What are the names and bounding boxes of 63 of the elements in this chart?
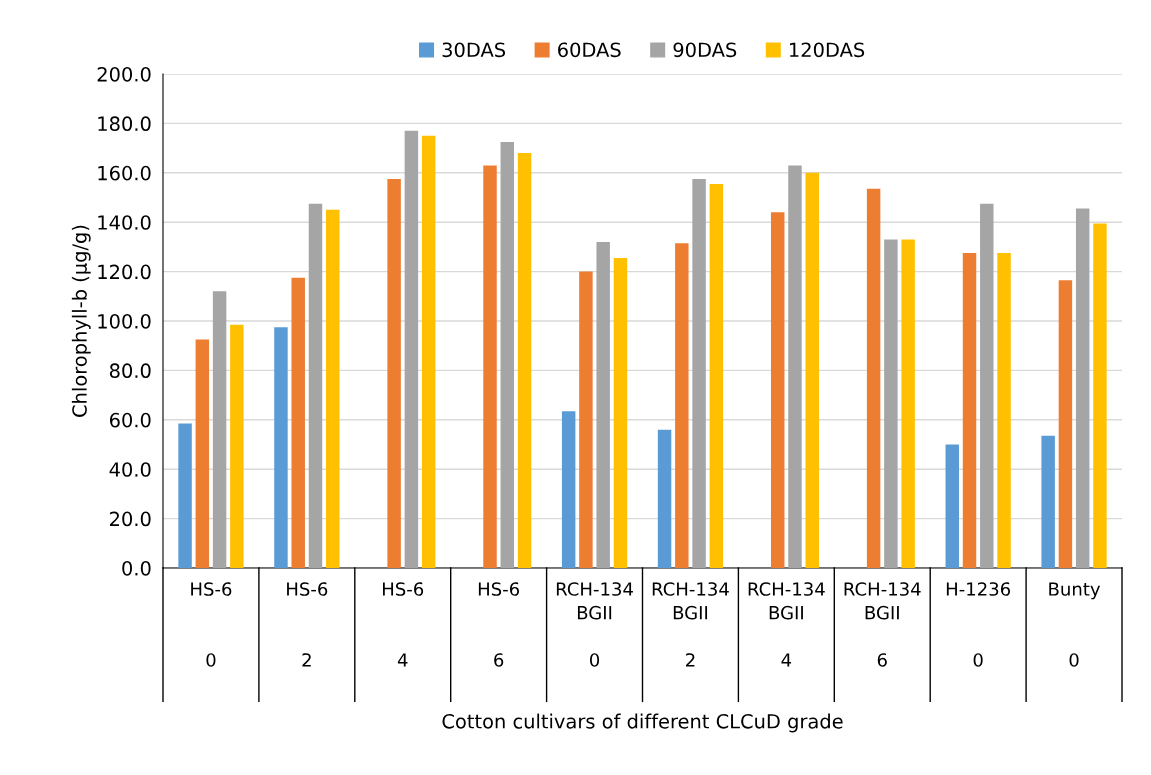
legend-label: 60DAS (558, 42, 621, 58)
bar (561, 411, 576, 568)
text: Cotton cultivars of different CLCuD grade (442, 713, 843, 733)
bar (866, 188, 881, 568)
bar (500, 141, 515, 568)
bar (230, 324, 244, 568)
y-tick-label: 60.0 (109, 412, 151, 428)
bar (805, 172, 819, 568)
y-tick-label: 0.0 (122, 560, 151, 576)
bar (884, 239, 898, 568)
y-tick-label: 180.0 (98, 116, 151, 132)
bar (692, 178, 706, 568)
legend-label: 30DAS (442, 42, 506, 58)
bar (326, 209, 340, 568)
y-axis-title: Chlorophyll-b (µg/g) (71, 225, 91, 417)
bar (1058, 280, 1073, 568)
bar (212, 291, 227, 568)
bar (1093, 223, 1107, 568)
bar (1075, 208, 1090, 568)
y-tick-label: 40.0 (109, 462, 151, 477)
category-label: RCH-134 BGII 0 (556, 582, 633, 667)
bar (980, 203, 994, 568)
y-tick-label: 20.0 (110, 511, 151, 527)
category-label: HS-6 4 (383, 582, 424, 667)
bar (657, 429, 672, 568)
bar (596, 241, 610, 568)
bar (613, 258, 628, 568)
bar (788, 165, 802, 568)
bar (517, 153, 532, 568)
y-tick-label: 80.0 (109, 363, 151, 379)
bar (178, 423, 192, 568)
bar (483, 165, 497, 568)
bar (579, 271, 593, 568)
category-label: HS-6 2 (287, 582, 328, 667)
bar (387, 178, 401, 568)
category-label: HS-6 6 (478, 582, 520, 667)
bar (770, 212, 785, 568)
bar (901, 239, 915, 568)
y-tick-label: 120.0 (98, 264, 151, 280)
bar (291, 277, 305, 568)
bar (1041, 435, 1055, 568)
bar (274, 327, 288, 568)
bar (195, 339, 210, 568)
bar (675, 243, 689, 568)
category-label: Bunty 0 (1049, 582, 1101, 667)
legend-label: 90DAS (673, 42, 737, 58)
y-tick-label: 160.0 (98, 165, 151, 181)
bar (421, 135, 436, 568)
y-tick-label: 100.0 (98, 313, 151, 329)
bar (945, 444, 959, 568)
bar (962, 253, 977, 568)
y-tick-label: 200.0 (97, 66, 151, 82)
category-label: RCH-134 BGII 4 (748, 582, 825, 667)
category-label: H-1236 0 (946, 582, 1011, 667)
category-label: RCH-134 BGII 6 (844, 582, 921, 667)
bar (308, 203, 323, 568)
bar (997, 253, 1011, 568)
legend-label: 120DAS (790, 42, 865, 58)
category-label: RCH-134 BGII 2 (652, 582, 729, 667)
bar (709, 183, 724, 568)
y-tick-label: 140.0 (98, 215, 151, 230)
category-label: HS-6 0 (191, 582, 232, 667)
bar (404, 130, 419, 568)
